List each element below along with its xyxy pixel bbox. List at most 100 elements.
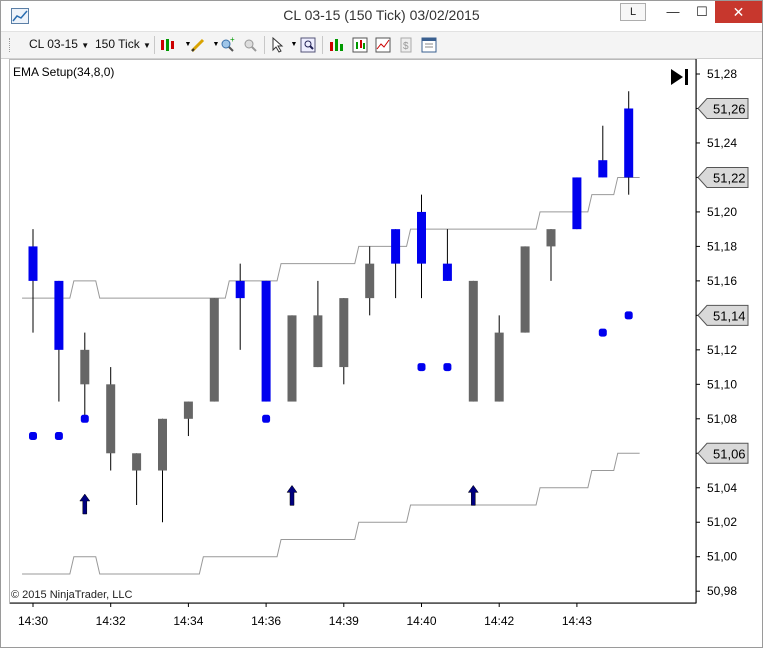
toolbar-separator <box>154 36 155 54</box>
svg-text:$: $ <box>403 41 409 52</box>
candle-body <box>80 349 90 385</box>
y-tick-label: 51,24 <box>707 136 737 150</box>
link-button[interactable]: L <box>620 3 646 21</box>
signal-dot <box>80 414 89 423</box>
candle-body <box>313 315 323 368</box>
instrument-selector[interactable]: CL 03-15 ▼ <box>29 37 89 51</box>
properties-icon[interactable] <box>420 36 438 54</box>
x-tick-label: 14:40 <box>406 614 436 628</box>
chart-app-icon <box>11 8 29 24</box>
magnifier-icon[interactable] <box>299 36 317 54</box>
candle-body <box>468 280 478 402</box>
minimize-button[interactable]: — <box>666 4 680 19</box>
chevron-down-icon[interactable]: ▼ <box>212 41 220 48</box>
up-arrow <box>467 484 479 506</box>
candle-body <box>572 177 582 230</box>
zoom-in-icon[interactable]: + <box>218 35 236 54</box>
price-tag-label: 51,14 <box>713 308 746 323</box>
candle-body <box>417 211 426 264</box>
up-arrow <box>286 484 298 506</box>
candle-body <box>520 246 530 333</box>
y-tick-label: 51,12 <box>707 343 737 357</box>
x-tick-label: 14:34 <box>173 614 203 628</box>
indicators-icon[interactable] <box>351 36 369 54</box>
signal-dot <box>417 363 426 372</box>
toolbar-separator <box>322 36 323 54</box>
indicator-label: EMA Setup(34,8,0) <box>13 65 115 79</box>
candle-body <box>339 298 349 368</box>
chevron-down-icon: ▼ <box>143 41 151 50</box>
candle-body <box>442 263 452 281</box>
y-tick-label: 51,16 <box>707 274 737 288</box>
up-arrow <box>79 493 91 515</box>
candle-body <box>106 384 116 454</box>
price-tag <box>697 97 749 119</box>
chevron-down-icon[interactable]: ▼ <box>290 41 298 48</box>
y-tick-label: 51,08 <box>707 412 737 426</box>
signal-dot <box>624 311 633 320</box>
price-tag <box>697 442 749 464</box>
x-tick-label: 14:30 <box>18 614 48 628</box>
chart-trader-icon[interactable] <box>374 36 392 54</box>
x-tick-label: 14:42 <box>484 614 514 628</box>
signal-dot <box>443 363 452 372</box>
signal-dot <box>29 432 37 441</box>
chart-toolbar: CL 03-15 ▼ 150 Tick ▼ ▼ ▼ + ▼ <box>1 31 762 59</box>
window-title: CL 03-15 (150 Tick) 03/02/2015 <box>283 7 480 23</box>
candle-body <box>54 280 64 350</box>
candle-body <box>132 453 142 471</box>
candle-body <box>494 332 504 402</box>
dollar-icon[interactable]: $ <box>397 36 415 54</box>
interval-selector[interactable]: 150 Tick ▼ <box>95 37 151 51</box>
strategies-icon[interactable] <box>328 36 346 54</box>
svg-text:+: + <box>230 36 235 44</box>
x-tick-label: 14:43 <box>562 614 592 628</box>
upper-ema-line <box>22 176 640 299</box>
price-tag-label: 51,26 <box>713 101 746 116</box>
candle-body <box>624 108 634 178</box>
x-tick-label: 14:39 <box>329 614 359 628</box>
x-tick-label: 14:36 <box>251 614 281 628</box>
maximize-button[interactable]: ☐ <box>696 4 708 19</box>
y-tick-label: 50,98 <box>707 584 737 598</box>
candle-body <box>209 298 219 402</box>
drawing-pencil-icon[interactable] <box>189 36 207 54</box>
candle-body <box>287 315 297 402</box>
candle-body <box>261 280 271 402</box>
candle-body <box>365 263 375 299</box>
y-tick-label: 51,20 <box>707 205 737 219</box>
price-tag <box>697 304 749 326</box>
chevron-down-icon: ▼ <box>81 41 90 50</box>
scroll-to-end-icon[interactable] <box>669 67 691 87</box>
candle-body <box>158 418 167 471</box>
close-button[interactable]: ✕ <box>715 1 762 23</box>
candlestick-icon[interactable] <box>159 36 177 54</box>
price-tag-label: 51,22 <box>713 170 746 185</box>
price-tag <box>697 166 749 188</box>
x-tick-label: 14:32 <box>96 614 126 628</box>
toolbar-separator <box>264 36 265 54</box>
candle-body <box>391 229 401 264</box>
signal-dot <box>598 328 607 337</box>
instrument-label: CL 03-15 <box>29 37 78 51</box>
cursor-icon[interactable] <box>269 36 287 54</box>
chevron-down-icon[interactable]: ▼ <box>184 41 192 48</box>
signal-dot <box>262 414 271 423</box>
y-tick-label: 51,18 <box>707 239 737 253</box>
candle-body <box>235 280 245 299</box>
candle-body <box>546 229 556 247</box>
toolbar-grip[interactable] <box>9 38 12 52</box>
lower-ema-line <box>22 452 640 575</box>
zoom-out-icon[interactable] <box>241 36 259 54</box>
candle-body <box>28 246 38 281</box>
copyright-text: © 2015 NinjaTrader, LLC <box>11 589 133 601</box>
y-tick-label: 51,02 <box>707 515 737 529</box>
candle-body <box>598 160 608 178</box>
title-bar: CL 03-15 (150 Tick) 03/02/2015 L — ☐ ✕ <box>1 1 762 31</box>
chart-panel[interactable] <box>9 59 697 604</box>
price-tag-label: 51,06 <box>713 446 746 461</box>
y-tick-label: 51,00 <box>707 550 737 564</box>
y-tick-label: 51,28 <box>707 67 737 81</box>
